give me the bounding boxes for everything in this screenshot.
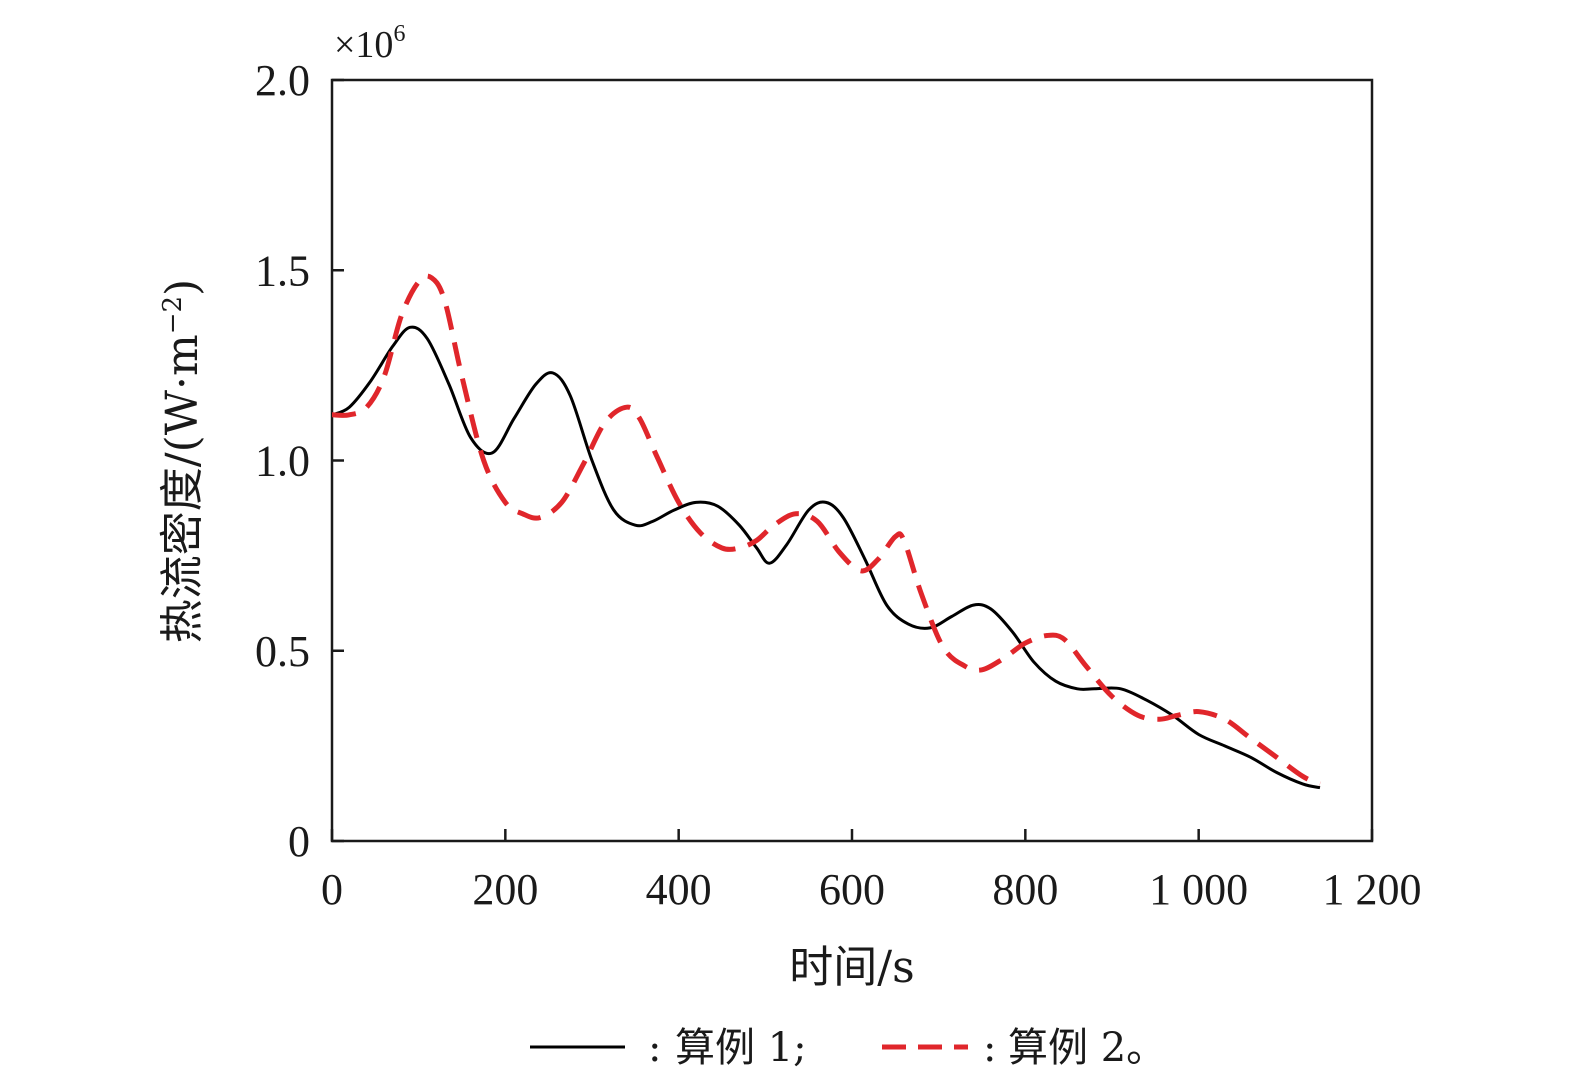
y-tick-label: 0.5 bbox=[255, 627, 310, 676]
legend-label-series-1: 算例 1; bbox=[675, 1025, 807, 1071]
x-tick-label: 400 bbox=[646, 865, 712, 914]
x-tick-label: 200 bbox=[472, 865, 538, 914]
y-multiplier: ×106 bbox=[334, 21, 405, 66]
y-axis: 0 0.5 1.0 1.5 2.0 bbox=[255, 56, 344, 866]
x-tick-label: 1 200 bbox=[1323, 865, 1422, 914]
y-tick-label: 1.0 bbox=[255, 437, 310, 486]
x-tick-label: 0 bbox=[321, 865, 343, 914]
x-tick-label: 600 bbox=[819, 865, 885, 914]
legend-separator-1: : bbox=[648, 1025, 661, 1071]
plot-frame bbox=[330, 78, 1374, 843]
y-tick-label: 0 bbox=[288, 817, 310, 866]
plot-border bbox=[330, 78, 1374, 843]
series-line-2 bbox=[331, 273, 1321, 787]
legend-separator-2: : bbox=[983, 1025, 996, 1071]
y-axis-title: 热流密度/(W·m−2) bbox=[157, 279, 208, 643]
x-axis: 0 200 400 600 800 1 000 1 200 bbox=[321, 829, 1422, 914]
x-axis-title: 时间/s bbox=[789, 942, 914, 993]
series-layer bbox=[331, 273, 1321, 790]
x-tick-label: 800 bbox=[992, 865, 1058, 914]
series-line-1 bbox=[331, 325, 1321, 790]
y-tick-label: 1.5 bbox=[255, 246, 310, 295]
x-tick-label: 1 000 bbox=[1149, 865, 1248, 914]
legend-label-series-2: 算例 2。 bbox=[1008, 1025, 1166, 1071]
y-tick-label: 2.0 bbox=[255, 56, 310, 105]
legend: : 算例 1; : 算例 2。 bbox=[530, 1025, 1166, 1071]
